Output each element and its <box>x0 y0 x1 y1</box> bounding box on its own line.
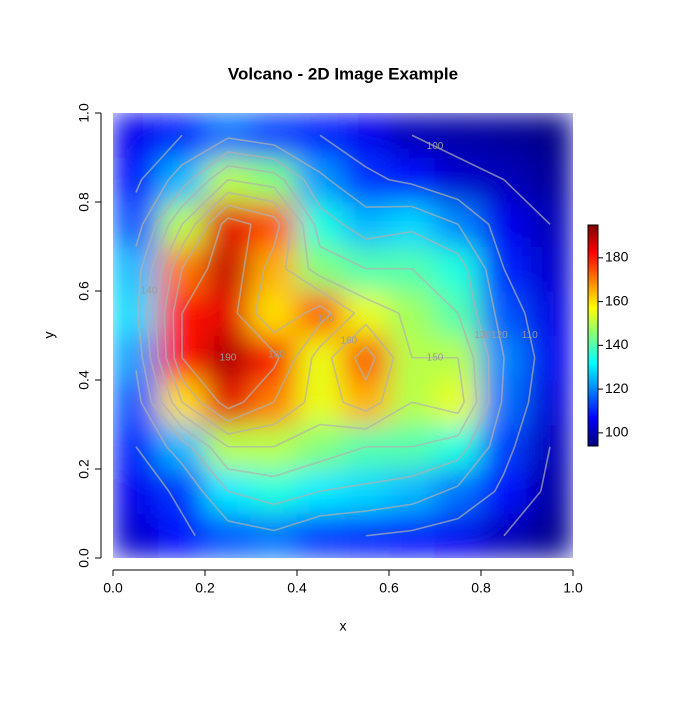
heat-cell <box>343 202 390 248</box>
contour-label: 180 <box>268 349 285 360</box>
heat-cell <box>113 469 160 515</box>
heat-cell <box>159 157 206 203</box>
y-tick-label: 1.0 <box>76 103 92 123</box>
heat-cell <box>527 335 574 381</box>
heat-cell <box>113 291 160 337</box>
contour-label: 190 <box>220 352 237 363</box>
y-tick-label: 0.0 <box>76 548 92 568</box>
heat-cell <box>113 113 160 159</box>
contour-label: 110 <box>522 330 538 341</box>
heat-cell <box>527 157 574 203</box>
y-axis-label: y <box>41 332 57 339</box>
heat-cell <box>435 380 482 426</box>
x-axis-label: x <box>340 618 347 634</box>
contour-label: 160 <box>340 336 357 347</box>
contour-line <box>366 206 412 207</box>
heat-cell <box>527 513 574 559</box>
heat-cell <box>389 157 436 203</box>
chart-title: Volcano - 2D Image Example <box>228 64 458 83</box>
heat-cell <box>251 513 298 559</box>
heat-cell <box>297 335 344 381</box>
heat-cell <box>481 424 528 470</box>
heat-cell <box>527 113 574 159</box>
heat-cell <box>205 291 252 337</box>
heat-cell <box>389 291 436 337</box>
heat-cell <box>297 513 344 559</box>
heat-cell <box>481 469 528 515</box>
heat-cell <box>435 424 482 470</box>
colorbar-tick-label: 120 <box>605 380 629 396</box>
heat-cell <box>389 513 436 559</box>
heat-cell <box>251 157 298 203</box>
heat-cell <box>251 113 298 159</box>
heat-cell <box>159 513 206 559</box>
heat-cell <box>113 380 160 426</box>
heat-cell <box>251 291 298 337</box>
y-tick-label: 0.6 <box>76 281 92 301</box>
heat-cell <box>205 380 252 426</box>
x-tick-label: 0.4 <box>287 580 307 596</box>
colorbar-tick-label: 180 <box>605 249 629 265</box>
x-tick-label: 0.6 <box>379 580 399 596</box>
heat-cell <box>343 380 390 426</box>
heat-cell <box>527 246 574 292</box>
contour-label: 100 <box>427 141 444 152</box>
heat-cell <box>481 113 528 159</box>
contour-label: 170 <box>317 313 334 324</box>
y-tick-label: 0.2 <box>76 459 92 479</box>
contour-label: 140 <box>141 286 158 297</box>
colorbar-tick-label: 140 <box>605 336 629 352</box>
colorbar <box>588 225 598 446</box>
heat-cell <box>435 246 482 292</box>
x-tick-label: 0.2 <box>195 580 215 596</box>
heat-cell <box>481 380 528 426</box>
contour-line <box>173 313 174 358</box>
heat-cell <box>343 291 390 337</box>
heat-cell <box>297 424 344 470</box>
contour-label: 130 <box>474 330 491 341</box>
x-tick-label: 0.0 <box>103 580 123 596</box>
heat-cell <box>251 469 298 515</box>
heat-cell <box>113 157 160 203</box>
heat-cell <box>527 380 574 426</box>
heat-cell <box>251 246 298 292</box>
heat-cell <box>343 113 390 159</box>
colorbar-tick-label: 160 <box>605 292 629 308</box>
heat-cell <box>435 513 482 559</box>
colorbar-tick-label: 100 <box>605 424 629 440</box>
heat-cell <box>159 469 206 515</box>
x-tick-label: 0.8 <box>471 580 491 596</box>
x-tick-label: 1.0 <box>563 580 583 596</box>
contour-label: 120 <box>491 330 508 341</box>
heat-cell <box>527 469 574 515</box>
heat-cell <box>113 513 160 559</box>
y-tick-label: 0.8 <box>76 192 92 212</box>
heat-cell <box>343 469 390 515</box>
contour-label: 150 <box>427 352 444 363</box>
heat-cell <box>205 113 252 159</box>
heat-cell <box>435 157 482 203</box>
y-tick-label: 0.4 <box>76 370 92 390</box>
